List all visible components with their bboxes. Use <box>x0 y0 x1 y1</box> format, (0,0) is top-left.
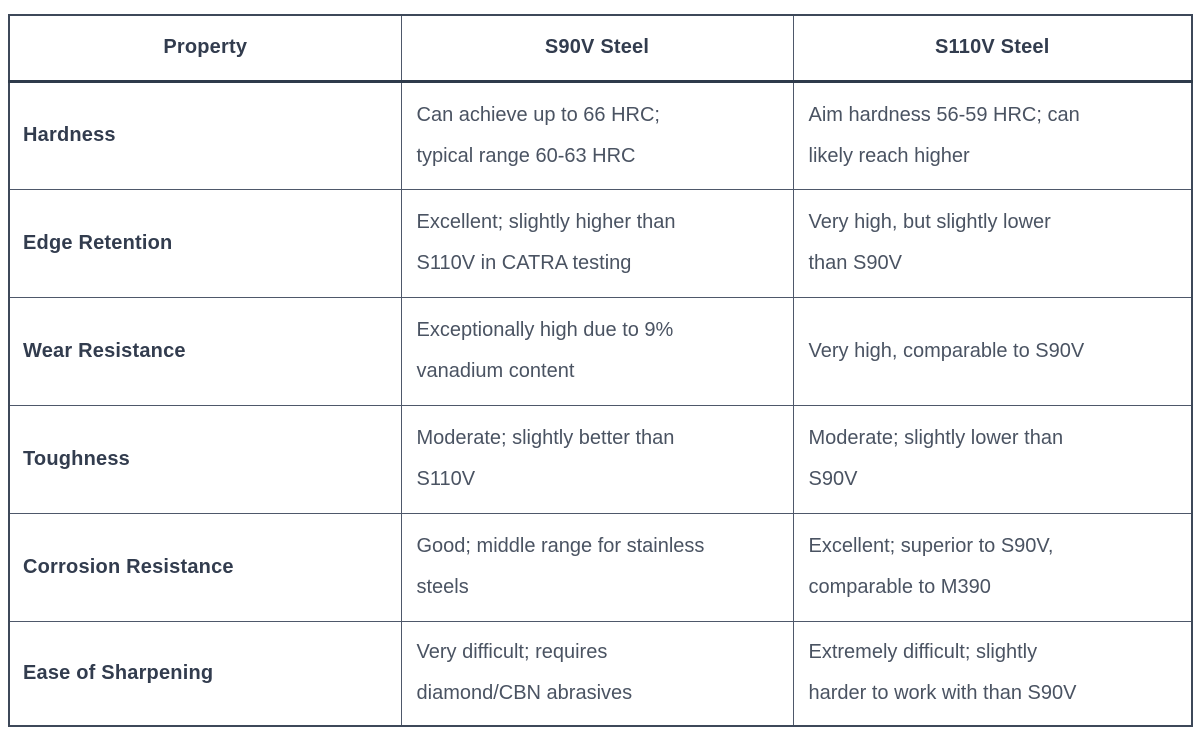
s90v-cell: Can achieve up to 66 HRC; typical range … <box>400 80 794 190</box>
table-row-hardness: Hardness Can achieve up to 66 HRC; typic… <box>8 80 1193 190</box>
s110v-cell: Excellent; superior to S90V, comparable … <box>792 512 1193 622</box>
column-header-property: Property <box>8 14 402 83</box>
s110v-cell: Moderate; slightly lower than S90V <box>792 404 1193 514</box>
s90v-cell: Excellent; slightly higher than S110V in… <box>400 188 794 298</box>
column-header-s110v: S110V Steel <box>792 14 1193 83</box>
s90v-cell: Good; middle range for stainless steels <box>400 512 794 622</box>
header-row: Property S90V Steel S110V Steel <box>8 14 1193 83</box>
s110v-cell: Aim hardness 56-59 HRC; can likely reach… <box>792 80 1193 190</box>
property-cell: Corrosion Resistance <box>8 512 402 622</box>
s90v-cell: Moderate; slightly better than S110V <box>400 404 794 514</box>
steel-comparison-table: Property S90V Steel S110V Steel Hardness… <box>8 14 1193 727</box>
column-header-s90v: S90V Steel <box>400 14 794 83</box>
s90v-cell: Exceptionally high due to 9% vanadium co… <box>400 296 794 406</box>
table-row-edge-retention: Edge Retention Excellent; slightly highe… <box>8 188 1193 298</box>
s110v-cell: Very high, comparable to S90V <box>792 296 1193 406</box>
table-row-wear-resistance: Wear Resistance Exceptionally high due t… <box>8 296 1193 406</box>
table-row-toughness: Toughness Moderate; slightly better than… <box>8 404 1193 514</box>
table-row-corrosion-resistance: Corrosion Resistance Good; middle range … <box>8 512 1193 622</box>
table-row-ease-of-sharpening: Ease of Sharpening Very difficult; requi… <box>8 620 1193 727</box>
property-cell: Hardness <box>8 80 402 190</box>
s110v-cell: Very high, but slightly lower than S90V <box>792 188 1193 298</box>
s110v-cell: Extremely difficult; slightly harder to … <box>792 620 1193 727</box>
s90v-cell: Very difficult; requires diamond/CBN abr… <box>400 620 794 727</box>
property-cell: Wear Resistance <box>8 296 402 406</box>
property-cell: Toughness <box>8 404 402 514</box>
property-cell: Ease of Sharpening <box>8 620 402 727</box>
property-cell: Edge Retention <box>8 188 402 298</box>
